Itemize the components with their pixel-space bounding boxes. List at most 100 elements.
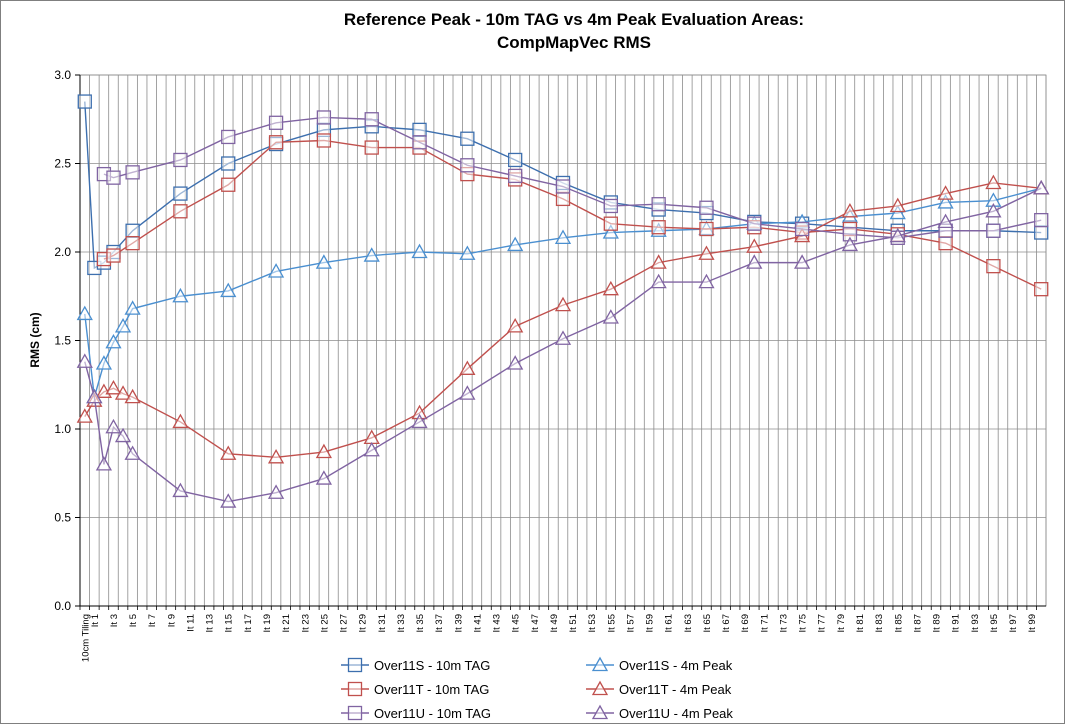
data-point [1034,212,1049,228]
y-axis-label: RMS (cm) [28,312,42,367]
x-tick-label: It 85 [893,614,904,633]
data-point [124,388,141,404]
x-tick-label: It 71 [759,614,770,633]
x-tick-label: It 37 [434,614,445,633]
data-point [221,129,236,145]
data-point [105,333,122,349]
data-point [95,456,113,471]
data-point [459,360,476,375]
x-tick-label: 10cm Tiling [80,614,91,662]
data-point [698,245,715,260]
legend-entry: Over11S - 4m Peak [586,656,733,673]
data-point [841,202,859,218]
data-point [124,445,141,460]
data-point [315,443,333,459]
data-point [508,168,523,184]
x-tick-label: It 69 [740,614,751,633]
data-point [841,236,859,252]
data-point [554,296,572,312]
legend-marker [591,704,609,720]
data-point [793,254,811,269]
data-point [889,197,906,213]
data-point [507,318,524,333]
data-point [106,248,121,263]
x-tick-label: It 35 [415,614,426,633]
data-point [747,216,762,231]
x-tick-label: It 79 [836,614,847,633]
x-tick-label: It 21 [281,614,292,633]
legend-label: Over11U - 4m Peak [619,706,733,721]
data-point [315,254,333,269]
x-tick-label: It 67 [721,614,732,633]
y-tick-label: 3.0 [54,68,71,82]
legend-marker [347,657,363,673]
data-point [267,448,285,464]
x-tick-label: It 41 [472,614,483,633]
data-point [316,110,332,125]
data-point [986,259,1001,274]
x-tick-label: It 39 [453,614,464,633]
data-point [364,140,379,155]
data-point [363,247,380,262]
data-point [460,158,475,173]
legend-marker [591,680,609,696]
x-tick-label: It 11 [185,614,196,632]
x-tick-label: It 13 [205,614,216,633]
x-tick-label: It 19 [262,614,273,633]
series-over11s-4m-peak [76,179,1050,404]
data-point [602,280,619,296]
x-tick-label: It 81 [855,614,866,633]
legend: Over11S - 10m TAG Over11S - 4m Peak Over11… [341,656,733,721]
x-tick-label: It 33 [396,614,407,633]
x-tick-label: It 93 [970,614,981,633]
data-point [411,243,428,259]
data-point [1034,282,1049,297]
data-point [889,204,906,220]
legend-label: Over11U - 10m TAG [374,706,491,721]
legend-label: Over11S - 4m Peak [619,658,733,673]
data-point [937,185,954,200]
data-point [507,355,524,370]
data-point [173,152,188,168]
data-point [938,235,953,251]
legend-marker [347,705,363,721]
x-tick-label: It 97 [1008,614,1019,633]
y-tick-label: 1.5 [54,334,71,348]
series-line [103,116,1042,239]
data-point [602,309,619,324]
data-point [95,355,113,370]
data-point [267,263,285,278]
x-tick-label: It 9 [166,614,177,627]
data-point [699,200,714,215]
legend-marker [347,681,363,697]
data-point [105,379,122,395]
data-point [77,94,92,109]
data-point [124,300,141,315]
data-point [412,122,427,138]
x-tick-label: It 99 [1027,614,1038,633]
x-tick-label: It 95 [989,614,1000,633]
data-point [364,112,379,127]
data-point [86,388,103,404]
data-point [220,493,237,508]
x-tick-label: It 75 [798,614,809,633]
x-tick-label: It 23 [300,614,311,633]
data-point [412,135,427,150]
data-point [125,223,140,238]
legend-entry: Over11T - 10m TAG [341,681,489,697]
x-tick-label: It 49 [549,614,560,633]
data-point [986,223,1001,238]
data-point [315,470,333,485]
data-point [650,254,667,269]
legend-label: Over11S - 10m TAG [374,658,490,673]
x-tick-label: It 15 [224,614,235,633]
legend-label: Over11T - 4m Peak [619,682,732,697]
x-tick-label: It 65 [702,614,713,633]
data-point [746,238,763,253]
data-point [220,282,237,298]
data-point [937,194,954,209]
data-point [794,221,810,237]
x-tick-label: It 73 [778,614,789,633]
data-point [172,287,189,303]
